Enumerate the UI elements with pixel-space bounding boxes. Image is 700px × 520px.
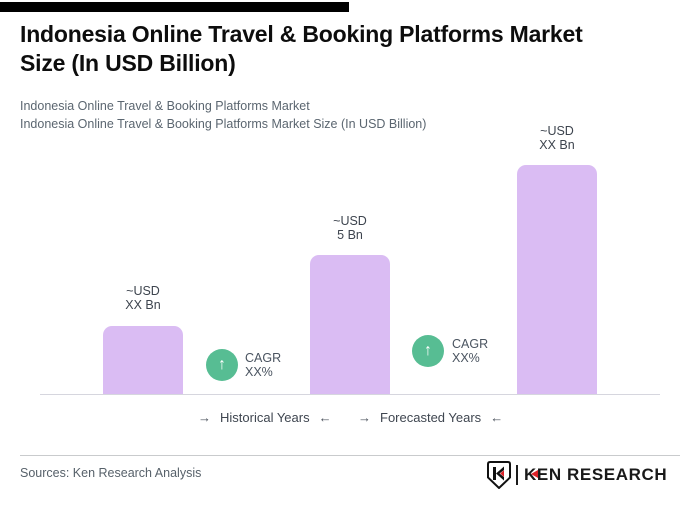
cagr2-line2: XX% bbox=[452, 351, 480, 365]
ken-research-logo: KEN RESEARCH bbox=[487, 460, 667, 489]
logo-letters-rest: EN RESEARCH bbox=[536, 465, 668, 484]
cagr1-line2: XX% bbox=[245, 365, 273, 379]
arrow-left-icon: ← bbox=[318, 410, 332, 425]
bar3-value-line2: XX Bn bbox=[539, 138, 575, 152]
logo-separator bbox=[516, 464, 518, 485]
arrow-up-icon: ↑ bbox=[218, 356, 226, 373]
chart-subtitle-line1: Indonesia Online Travel & Booking Platfo… bbox=[20, 99, 310, 113]
x-axis-group-forecasted: → Forecasted Years ← bbox=[358, 410, 503, 425]
arrow-left-icon: ← bbox=[490, 410, 504, 425]
page-title-line2: Size (In USD Billion) bbox=[20, 50, 236, 76]
cagr-label: CAGR XX% bbox=[452, 337, 488, 365]
logo-text: KEN RESEARCH bbox=[524, 466, 667, 483]
top-black-bar bbox=[0, 2, 349, 12]
x-axis-group-label: Historical Years bbox=[220, 410, 310, 425]
bar-value-label: ~USD XX Bn bbox=[497, 124, 617, 152]
chart-subtitle-line2: Indonesia Online Travel & Booking Platfo… bbox=[20, 117, 427, 131]
bar3-value-line1: ~USD bbox=[540, 124, 574, 138]
page-title: Indonesia Online Travel & Booking Platfo… bbox=[20, 20, 692, 78]
x-axis-group-historical: → Historical Years ← bbox=[198, 410, 332, 425]
ken-research-shield-icon bbox=[487, 460, 511, 489]
bar-forecast bbox=[517, 165, 597, 394]
footer-divider bbox=[20, 455, 680, 456]
x-axis-group-label: Forecasted Years bbox=[380, 410, 482, 425]
arrow-right-icon: → bbox=[358, 410, 371, 425]
bar2-value-line2: 5 Bn bbox=[337, 228, 363, 242]
bar1-value-line1: ~USD bbox=[126, 284, 160, 298]
arrow-up-icon: ↑ bbox=[424, 342, 432, 359]
bar-historical bbox=[103, 326, 183, 394]
x-axis-line bbox=[40, 394, 660, 395]
bar-value-label: ~USD XX Bn bbox=[83, 284, 203, 312]
page-title-line1: Indonesia Online Travel & Booking Platfo… bbox=[20, 21, 583, 47]
arrow-right-icon: → bbox=[198, 410, 211, 425]
bar2-value-line1: ~USD bbox=[333, 214, 367, 228]
chart-subtitle: Indonesia Online Travel & Booking Platfo… bbox=[20, 97, 426, 133]
cagr-label: CAGR XX% bbox=[245, 351, 281, 379]
cagr2-line1: CAGR bbox=[452, 337, 489, 351]
cagr-badge-circle: ↑ bbox=[206, 349, 238, 381]
source-text: Sources: Ken Research Analysis bbox=[20, 466, 202, 480]
bar-value-label: ~USD 5 Bn bbox=[290, 214, 410, 242]
bar-current bbox=[310, 255, 390, 394]
bar1-value-line2: XX Bn bbox=[125, 298, 161, 312]
logo-letter-k: K bbox=[524, 465, 538, 484]
cagr1-line1: CAGR bbox=[245, 351, 282, 365]
cagr-badge-circle: ↑ bbox=[412, 335, 444, 367]
